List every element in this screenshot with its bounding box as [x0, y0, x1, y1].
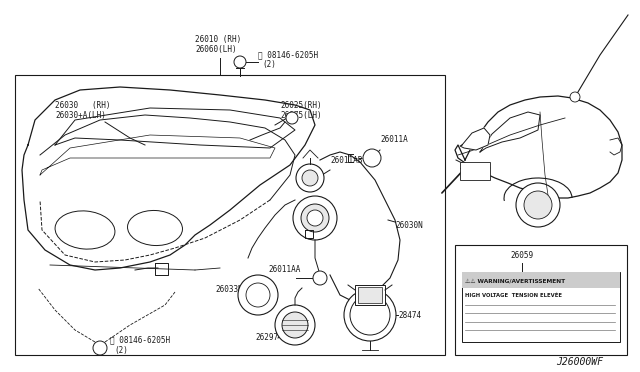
Text: 26010 (RH): 26010 (RH) — [195, 35, 241, 44]
Circle shape — [93, 341, 107, 355]
Text: ⚠⚠ WARNING/AVERTISSEMENT: ⚠⚠ WARNING/AVERTISSEMENT — [465, 279, 565, 283]
Circle shape — [302, 170, 318, 186]
Polygon shape — [460, 128, 490, 150]
Bar — [462, 272, 620, 288]
Text: 26011A: 26011A — [380, 135, 408, 144]
Circle shape — [516, 183, 560, 227]
Circle shape — [363, 149, 381, 167]
Text: 26060(LH): 26060(LH) — [195, 45, 237, 54]
Text: J26000WF: J26000WF — [557, 357, 604, 367]
Circle shape — [301, 204, 329, 232]
Bar — [358, 287, 382, 303]
Text: 26297: 26297 — [255, 333, 278, 342]
Text: 26075(LH): 26075(LH) — [280, 111, 322, 120]
Text: Ⓑ 08146-6205H: Ⓑ 08146-6205H — [258, 50, 318, 59]
Text: (2): (2) — [114, 346, 128, 355]
Text: 26011AA: 26011AA — [268, 265, 300, 274]
Bar — [460, 162, 490, 180]
Text: Ⓑ 08146-6205H: Ⓑ 08146-6205H — [110, 335, 170, 344]
Circle shape — [344, 289, 396, 341]
Text: 26030   (RH): 26030 (RH) — [55, 101, 111, 110]
Text: 26011AB: 26011AB — [330, 156, 362, 165]
Bar — [15, 75, 445, 355]
Circle shape — [313, 271, 327, 285]
Circle shape — [286, 112, 298, 124]
Circle shape — [307, 210, 323, 226]
Circle shape — [275, 305, 315, 345]
Circle shape — [570, 92, 580, 102]
Circle shape — [296, 164, 324, 192]
Circle shape — [234, 56, 246, 68]
Bar — [455, 245, 627, 355]
Circle shape — [350, 295, 390, 335]
Text: 28474: 28474 — [398, 311, 421, 320]
Text: 26030+A(LH): 26030+A(LH) — [55, 111, 106, 120]
Text: 26059: 26059 — [510, 251, 533, 260]
Ellipse shape — [55, 211, 115, 249]
Text: 26033M: 26033M — [215, 285, 243, 294]
Ellipse shape — [127, 211, 182, 246]
Circle shape — [246, 283, 270, 307]
Text: 26030N: 26030N — [395, 221, 423, 230]
Bar — [355, 285, 385, 305]
Circle shape — [238, 275, 278, 315]
Text: (2): (2) — [262, 60, 276, 69]
Text: 26025(RH): 26025(RH) — [280, 101, 322, 110]
Text: HIGH VOLTAGE  TENSION ELEVÉE: HIGH VOLTAGE TENSION ELEVÉE — [465, 292, 562, 298]
Bar — [462, 272, 620, 342]
Circle shape — [282, 312, 308, 338]
Circle shape — [524, 191, 552, 219]
Circle shape — [293, 196, 337, 240]
